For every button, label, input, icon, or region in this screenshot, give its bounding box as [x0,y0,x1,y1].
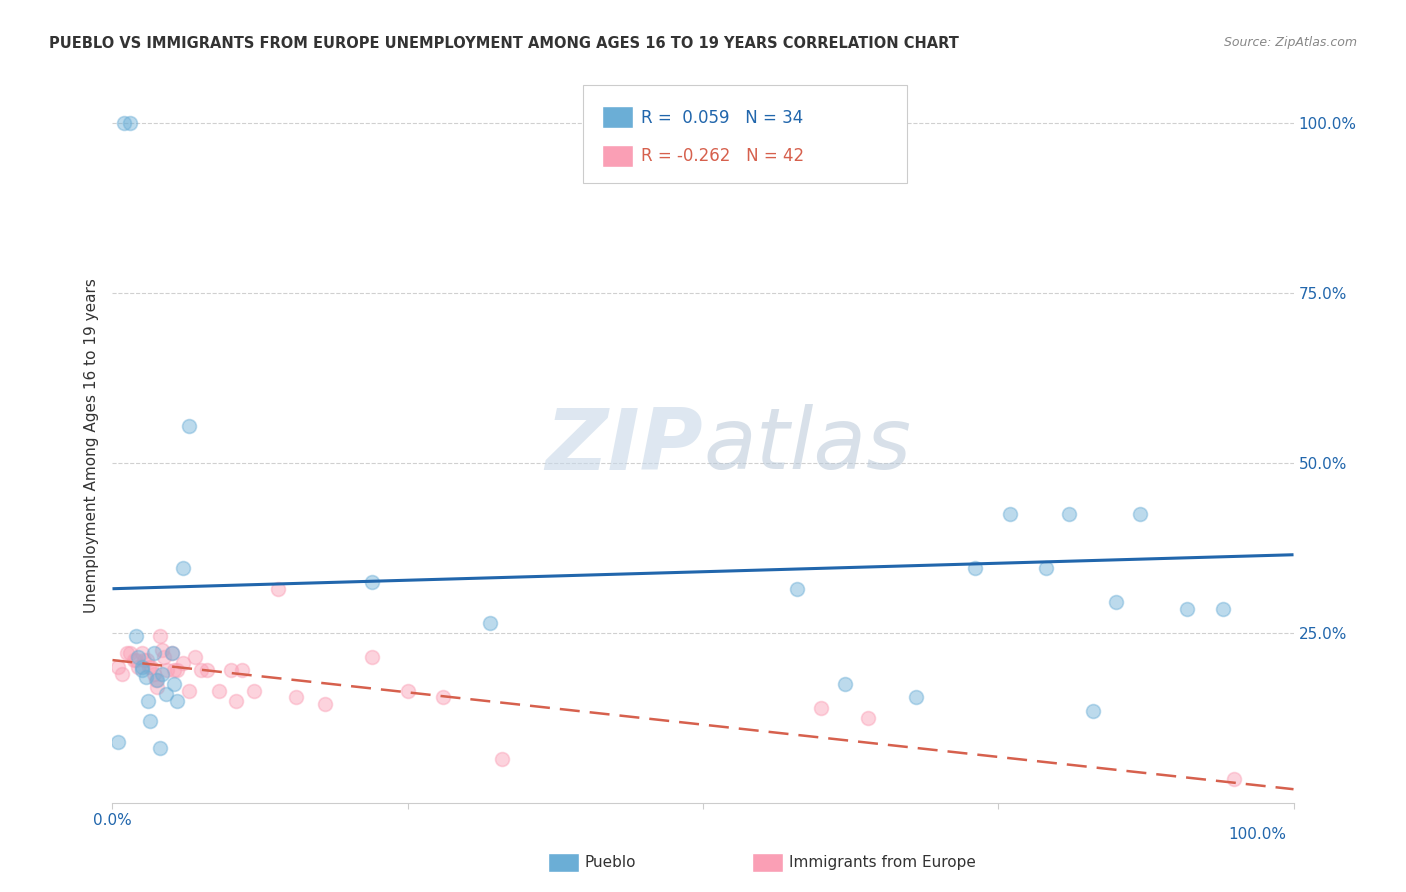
Text: atlas: atlas [703,404,911,488]
Point [127,660,149,674]
Point [107,734,129,748]
Point [1057,507,1080,521]
Point [190,663,212,677]
Point [131,660,153,674]
Point [134,653,156,667]
Point [396,683,419,698]
Point [125,629,148,643]
Point [432,690,454,705]
Point [150,666,173,681]
Point [361,574,384,589]
Point [160,646,183,660]
Point [231,663,253,677]
Point [166,663,188,677]
Text: ZIP: ZIP [546,404,703,488]
Y-axis label: Unemployment Among Ages 16 to 19 years: Unemployment Among Ages 16 to 19 years [83,278,98,614]
Point [314,698,336,712]
Point [139,714,162,729]
Point [184,649,207,664]
Point [786,582,808,596]
Point [149,629,172,643]
Point [141,660,163,674]
Point [138,660,160,674]
Point [136,694,159,708]
Point [149,741,172,756]
Text: 100.0%: 100.0% [1229,827,1286,841]
Point [479,615,502,630]
Point [131,663,153,677]
Point [163,677,186,691]
Point [904,690,927,705]
Text: PUEBLO VS IMMIGRANTS FROM EUROPE UNEMPLOYMENT AMONG AGES 16 TO 19 YEARS CORRELAT: PUEBLO VS IMMIGRANTS FROM EUROPE UNEMPLO… [49,36,959,51]
Text: Pueblo: Pueblo [585,855,637,870]
Point [1223,772,1246,786]
Point [998,507,1021,521]
Point [131,646,153,660]
Point [179,418,201,433]
Point [858,711,880,725]
Point [1212,602,1234,616]
Point [1175,602,1198,616]
Point [163,663,186,677]
Text: Immigrants from Europe: Immigrants from Europe [789,855,976,870]
Point [112,116,135,130]
Point [120,646,142,660]
Point [219,663,242,677]
Point [284,690,307,705]
Point [142,646,165,660]
Point [1035,561,1057,575]
Point [267,582,290,596]
Point [1081,704,1104,718]
Point [135,653,157,667]
Point [1105,595,1128,609]
Text: Source: ZipAtlas.com: Source: ZipAtlas.com [1223,36,1357,49]
Point [166,694,188,708]
Point [115,646,138,660]
Point [963,561,986,575]
Point [361,649,384,664]
Point [225,694,247,708]
Point [145,673,167,688]
Point [135,670,157,684]
Text: R =  0.059   N = 34: R = 0.059 N = 34 [641,109,803,127]
Point [153,649,176,664]
Point [125,653,148,667]
Point [160,646,183,660]
Point [120,116,142,130]
Point [111,666,134,681]
Point [127,649,149,664]
Point [810,700,832,714]
Point [243,683,266,698]
Point [208,683,231,698]
Point [172,657,194,671]
Point [146,680,169,694]
Point [107,660,129,674]
Point [834,677,856,691]
Point [146,673,169,688]
Point [156,663,179,677]
Point [491,751,513,765]
Point [155,687,177,701]
Point [1129,507,1152,521]
Text: R = -0.262   N = 42: R = -0.262 N = 42 [641,147,804,165]
Point [142,666,165,681]
Point [179,683,201,698]
Point [150,643,173,657]
Point [172,561,194,575]
Point [122,653,145,667]
Point [195,663,218,677]
